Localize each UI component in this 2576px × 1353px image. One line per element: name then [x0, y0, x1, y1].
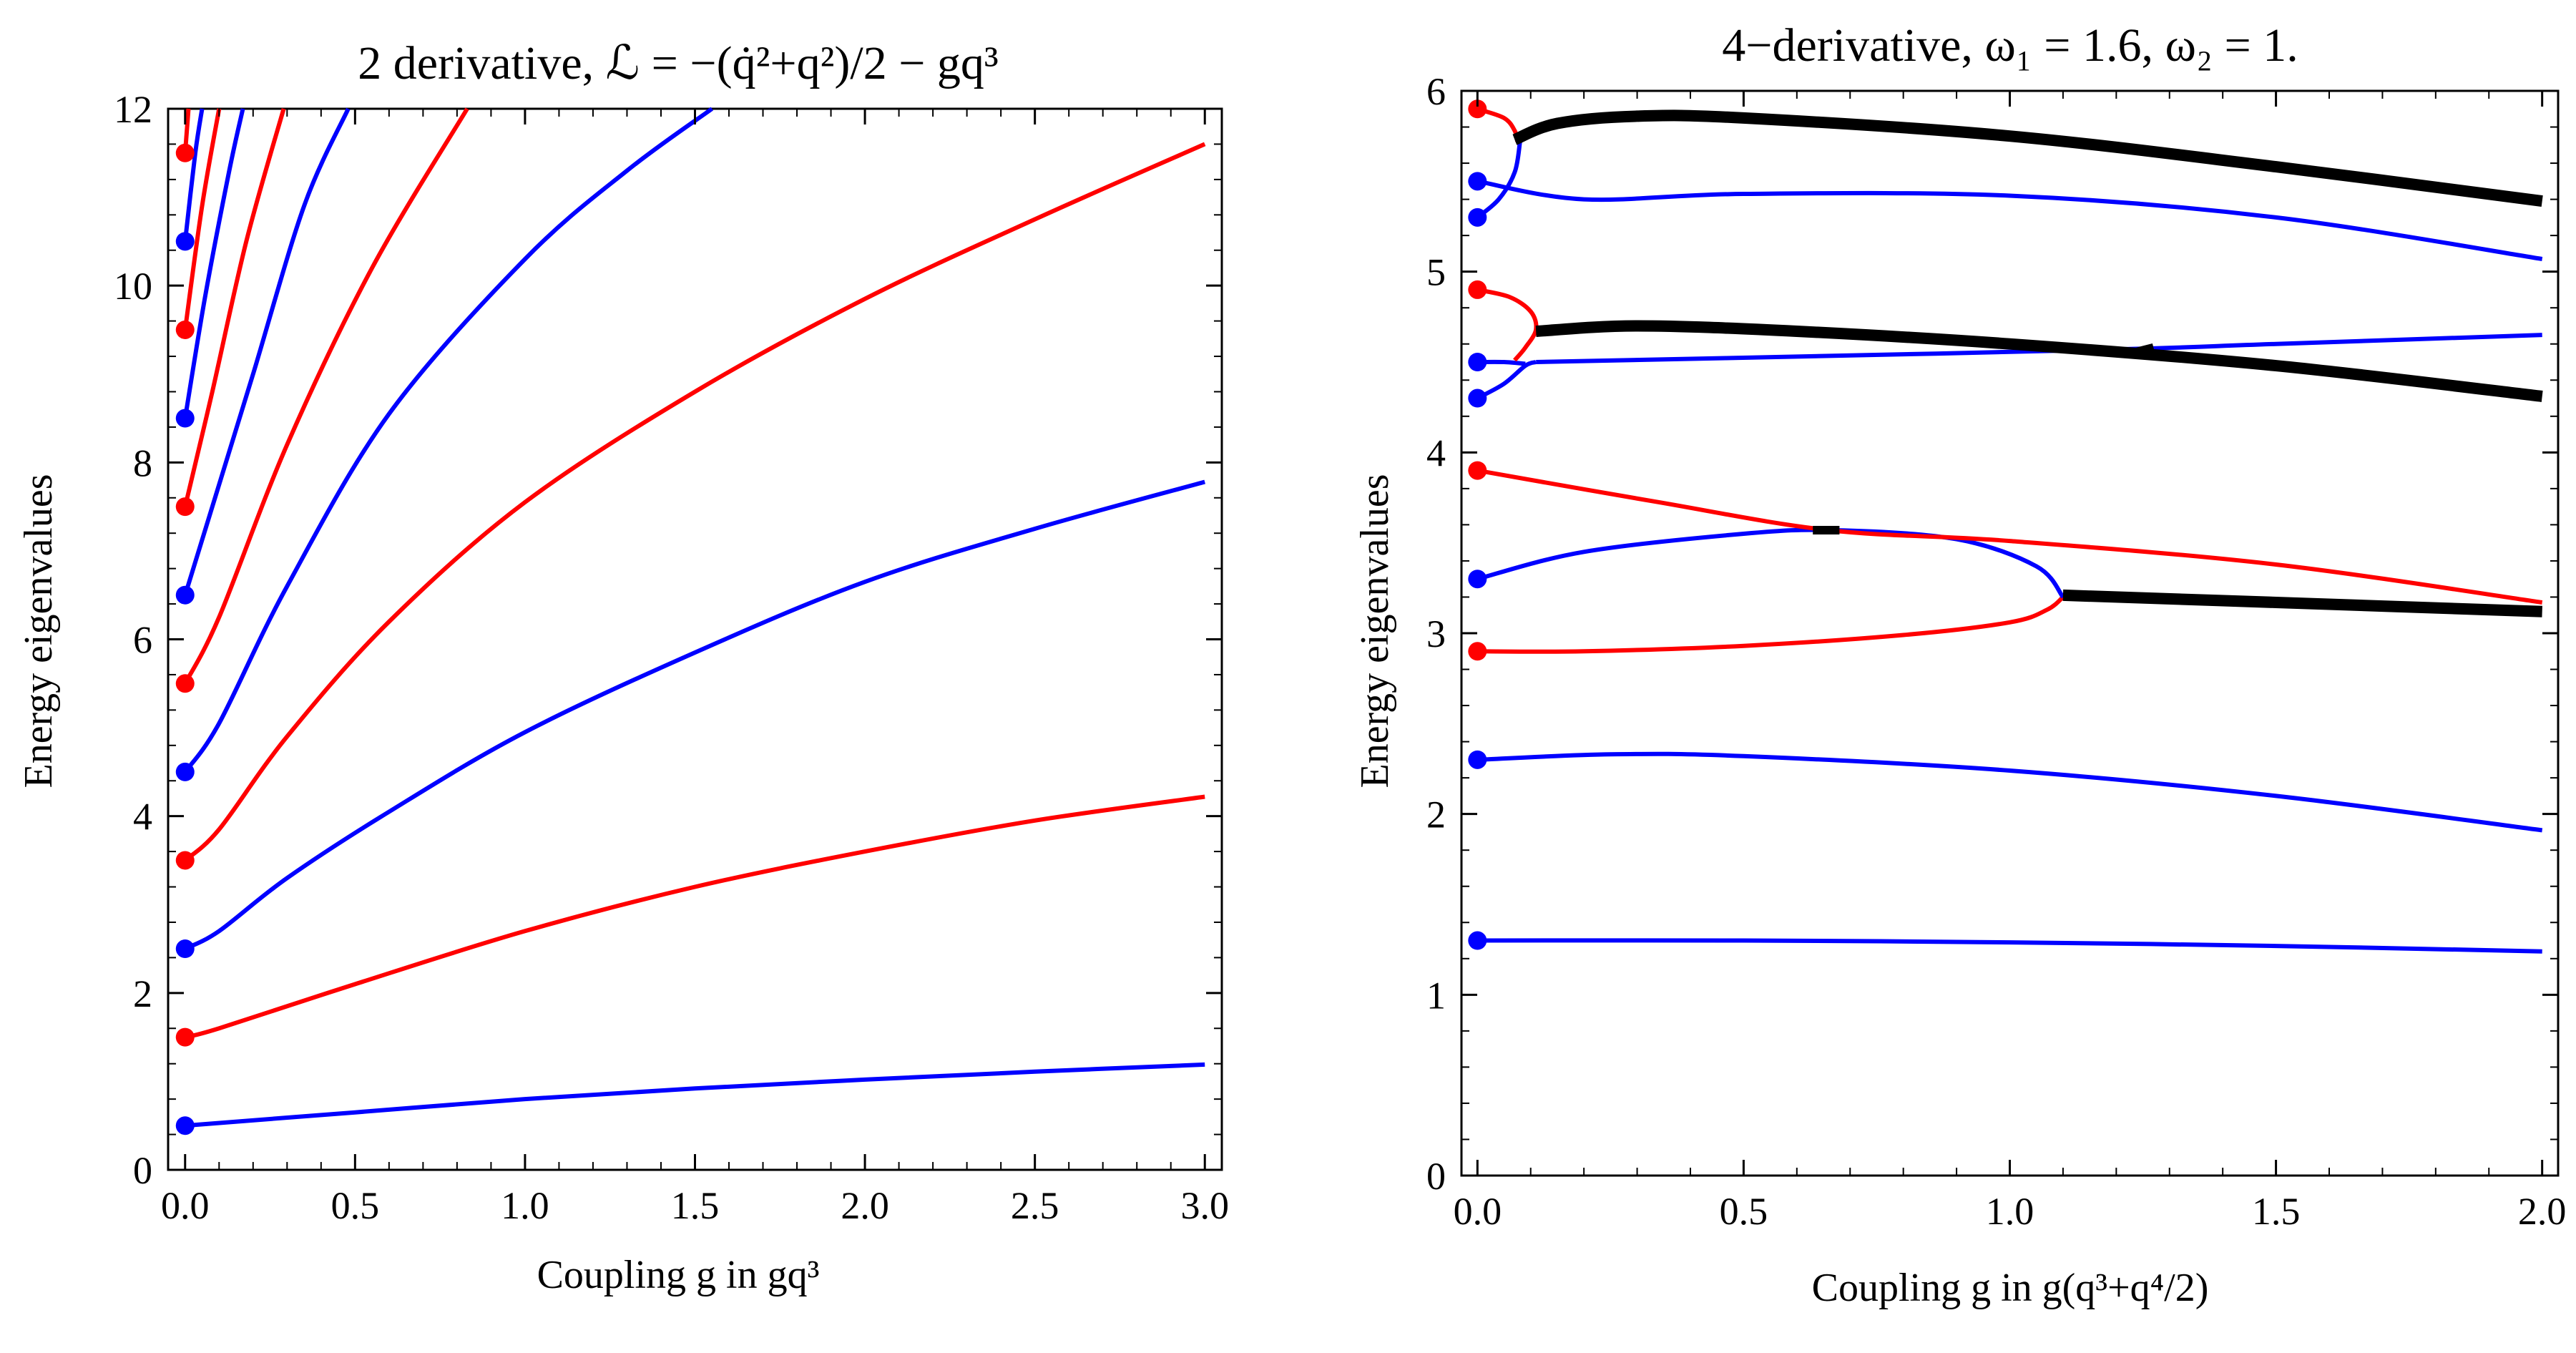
y-tick-label: 8	[133, 441, 152, 484]
right-chart-markers	[1468, 99, 1487, 950]
x-tick-label: 1.0	[501, 1184, 549, 1227]
y-tick-label: 1	[1426, 974, 1446, 1017]
y-tick-label: 6	[133, 619, 152, 662]
right-chart-title: 4−derivative, ω₁ = 1.6, ω₂ = 1.	[1722, 19, 2298, 72]
left-chart-frame	[167, 107, 1223, 1171]
y-tick-label: 6	[1426, 70, 1446, 113]
level-marker	[1468, 280, 1487, 299]
y-tick-label: 5	[1426, 251, 1446, 294]
x-tick-label: 0.5	[331, 1184, 380, 1227]
series-level-10	[182, 108, 205, 242]
x-tick-label: 2.0	[2518, 1190, 2567, 1233]
left-chart-x-axis-label: Coupling g in gq³	[537, 1253, 820, 1297]
series-level-1.3	[1477, 938, 2542, 954]
y-tick-label: 2	[1426, 793, 1446, 836]
series-level-4.3	[1476, 360, 1537, 401]
right-chart-ticks: 0.0 0.5 1.0 1.5 2.0 0 1 2 3 4 5 6	[1426, 70, 2566, 1233]
series-level-2.3	[1477, 751, 2543, 833]
series-level-4	[183, 107, 714, 773]
level-marker	[1468, 931, 1487, 950]
right-chart-y-axis-label: Energy eigenvalues	[1353, 474, 1397, 788]
series-level-7	[182, 108, 286, 507]
x-tick-label: 1.5	[671, 1184, 720, 1227]
y-tick-label: 0	[1426, 1155, 1446, 1198]
right-chart-frame	[1460, 89, 2560, 1177]
level-marker	[1468, 172, 1487, 191]
y-tick-label: 3	[1426, 612, 1446, 655]
x-tick-label: 0.0	[1454, 1190, 1502, 1233]
x-tick-label: 2.0	[841, 1184, 889, 1227]
level-marker	[175, 232, 195, 251]
series-marker-1.25	[2131, 343, 2155, 358]
level-marker	[1468, 642, 1487, 661]
level-marker	[175, 497, 195, 517]
x-tick-label: 1.0	[1986, 1190, 2034, 1233]
x-tick-label: 1.5	[2252, 1190, 2301, 1233]
x-tick-label: 2.5	[1011, 1184, 1059, 1227]
series-level-3.9	[1476, 468, 2543, 605]
left-chart-curves	[182, 107, 1206, 1128]
series-level-2	[184, 479, 1205, 951]
left-chart-y-axis-label: Energy eigenvalues	[16, 474, 61, 788]
left-chart-markers	[175, 143, 195, 1135]
y-tick-label: 4	[1426, 431, 1446, 474]
level-marker	[1468, 570, 1487, 589]
level-marker	[175, 762, 195, 781]
series-level-3	[183, 142, 1206, 862]
series-merge-4.6	[1535, 320, 2543, 402]
level-marker	[175, 939, 195, 959]
left-chart-panel: 2 derivative, ℒ = −(q̇²+q²)/2 − gq³ Coup…	[16, 37, 1229, 1297]
series-merge-3.2	[2062, 589, 2542, 617]
level-marker	[1468, 389, 1487, 408]
y-tick-label: 0	[133, 1149, 152, 1192]
x-tick-label: 3.0	[1180, 1184, 1229, 1227]
left-chart-ticks: 0.0 0.5 1.0 1.5 2.0 2.5 3.0 0 2 4 6 8 10 12	[114, 88, 1229, 1227]
series-level-2.9	[1477, 595, 2065, 654]
level-marker	[175, 409, 195, 428]
series-level-9	[182, 108, 222, 331]
series-level-1	[185, 794, 1205, 1040]
series-level-6	[182, 107, 351, 596]
level-marker	[175, 585, 195, 605]
series-level-5	[183, 107, 469, 685]
level-marker	[1468, 353, 1487, 371]
series-merge-5.8	[1512, 109, 2543, 207]
level-marker	[1468, 750, 1487, 769]
y-tick-label: 12	[114, 88, 152, 131]
y-tick-label: 4	[133, 796, 152, 839]
series-level-8	[182, 108, 245, 419]
left-chart-title: 2 derivative, ℒ = −(q̇²+q²)/2 − gq³	[358, 37, 998, 89]
y-tick-label: 2	[133, 972, 152, 1015]
x-tick-label: 0.5	[1720, 1190, 1768, 1233]
level-marker	[175, 320, 195, 339]
level-marker	[1468, 207, 1487, 227]
right-chart-panel: 4−derivative, ω₁ = 1.6, ω₂ = 1. Coupling…	[1353, 19, 2566, 1310]
x-tick-label: 0.0	[161, 1184, 210, 1227]
right-chart-x-axis-label: Coupling g in g(q³+q⁴/2)	[1812, 1266, 2209, 1310]
series-level-4.9	[1476, 287, 1539, 362]
level-marker	[175, 674, 195, 693]
level-marker	[175, 1027, 195, 1047]
level-marker	[175, 143, 195, 162]
level-marker	[1468, 99, 1487, 119]
level-marker	[1468, 461, 1487, 480]
y-tick-label: 10	[114, 265, 152, 308]
series-level-5.5	[1476, 179, 2543, 261]
series-level-0	[185, 1062, 1205, 1128]
right-chart-curves	[1476, 107, 2543, 954]
level-marker	[175, 851, 195, 870]
level-marker	[175, 1116, 195, 1135]
